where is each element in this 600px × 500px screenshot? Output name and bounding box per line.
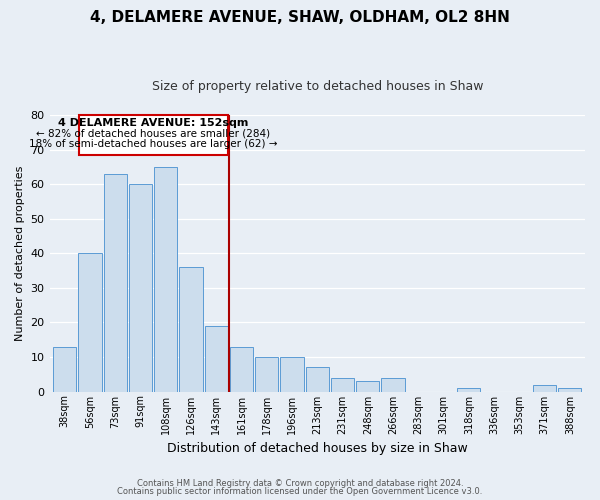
Bar — [356, 382, 379, 392]
FancyBboxPatch shape — [79, 115, 227, 155]
Text: Contains public sector information licensed under the Open Government Licence v3: Contains public sector information licen… — [118, 487, 482, 496]
Bar — [179, 267, 203, 392]
Bar — [533, 384, 556, 392]
Bar — [53, 346, 76, 392]
Bar — [129, 184, 152, 392]
Text: 18% of semi-detached houses are larger (62) →: 18% of semi-detached houses are larger (… — [29, 139, 277, 149]
Bar — [79, 254, 101, 392]
Bar — [280, 357, 304, 392]
Bar — [230, 346, 253, 392]
Bar — [255, 357, 278, 392]
Text: ← 82% of detached houses are smaller (284): ← 82% of detached houses are smaller (28… — [36, 129, 270, 139]
Text: 4, DELAMERE AVENUE, SHAW, OLDHAM, OL2 8HN: 4, DELAMERE AVENUE, SHAW, OLDHAM, OL2 8H… — [90, 10, 510, 25]
Bar — [331, 378, 354, 392]
Bar — [457, 388, 481, 392]
Bar — [104, 174, 127, 392]
Text: 4 DELAMERE AVENUE: 152sqm: 4 DELAMERE AVENUE: 152sqm — [58, 118, 248, 128]
Bar — [558, 388, 581, 392]
Bar — [305, 368, 329, 392]
X-axis label: Distribution of detached houses by size in Shaw: Distribution of detached houses by size … — [167, 442, 467, 455]
Bar — [205, 326, 228, 392]
Title: Size of property relative to detached houses in Shaw: Size of property relative to detached ho… — [152, 80, 483, 93]
Y-axis label: Number of detached properties: Number of detached properties — [15, 166, 25, 341]
Bar — [154, 167, 178, 392]
Bar — [382, 378, 404, 392]
Text: Contains HM Land Registry data © Crown copyright and database right 2024.: Contains HM Land Registry data © Crown c… — [137, 478, 463, 488]
